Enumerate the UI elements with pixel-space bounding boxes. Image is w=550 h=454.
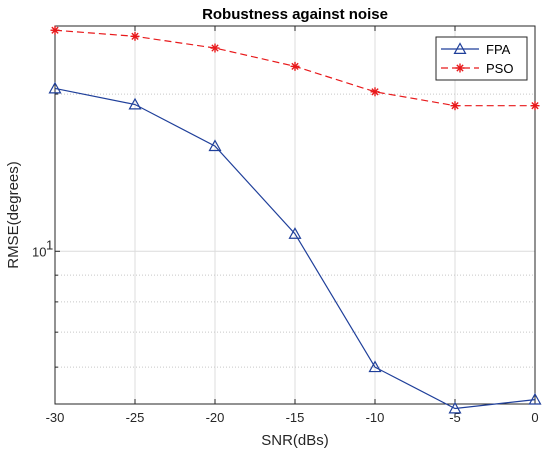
data-point-fpa bbox=[288, 227, 302, 239]
x-tick-label: 0 bbox=[531, 410, 538, 425]
data-point-pso bbox=[450, 101, 460, 111]
asterisk-stroke bbox=[456, 64, 464, 72]
asterisk-stroke bbox=[531, 102, 539, 110]
x-tick-label: -25 bbox=[126, 410, 145, 425]
data-point-pso bbox=[130, 31, 140, 41]
legend-label: FPA bbox=[486, 42, 511, 57]
asterisk-stroke bbox=[51, 26, 59, 34]
legend: FPA PSO bbox=[435, 36, 528, 81]
x-tick-label: -5 bbox=[449, 410, 461, 425]
chart-title: Robustness against noise bbox=[202, 6, 388, 23]
x-tick-label: -10 bbox=[366, 410, 385, 425]
data-point-pso bbox=[50, 25, 60, 35]
asterisk-stroke bbox=[291, 62, 299, 70]
grid bbox=[54, 26, 536, 404]
x-tick-label: -15 bbox=[286, 410, 305, 425]
x-axis-label: SNR(dBs) bbox=[261, 432, 329, 449]
data-point-fpa bbox=[448, 401, 462, 414]
data-point-fpa bbox=[368, 360, 382, 373]
legend-marker bbox=[453, 42, 467, 55]
legend-box bbox=[435, 36, 528, 81]
data-point-fpa bbox=[528, 392, 542, 405]
y-tick-label-exponent: 1 bbox=[46, 237, 53, 252]
data-point-pso bbox=[370, 87, 380, 97]
x-axis-ticks: -30 -25 -20 -15 -10 -5 0 bbox=[46, 26, 539, 425]
asterisk-stroke bbox=[211, 44, 219, 52]
series-layer bbox=[48, 25, 542, 414]
legend-entry-fpa: FPA bbox=[441, 42, 511, 57]
x-tick-label: -20 bbox=[206, 410, 225, 425]
y-axis-ticks: 10 1 bbox=[32, 93, 60, 368]
y-axis-label: RMSE(degrees) bbox=[5, 161, 22, 269]
legend-entry-pso: PSO bbox=[441, 61, 513, 76]
y-tick-label-base: 10 bbox=[32, 244, 46, 259]
legend-marker bbox=[455, 63, 465, 73]
series-line-fpa bbox=[54, 87, 536, 410]
x-tick-label: -30 bbox=[46, 410, 65, 425]
data-point-pso bbox=[530, 101, 540, 111]
data-point-fpa bbox=[208, 139, 222, 152]
data-point-fpa bbox=[48, 81, 62, 94]
series-fpa bbox=[48, 81, 542, 414]
asterisk-stroke bbox=[371, 88, 379, 96]
asterisk-stroke bbox=[451, 102, 459, 110]
legend-label: PSO bbox=[486, 61, 513, 76]
data-point-fpa bbox=[128, 97, 142, 110]
series-pso bbox=[50, 25, 540, 111]
asterisk-stroke bbox=[131, 32, 139, 40]
data-point-pso bbox=[290, 61, 300, 71]
data-point-pso bbox=[210, 43, 220, 53]
